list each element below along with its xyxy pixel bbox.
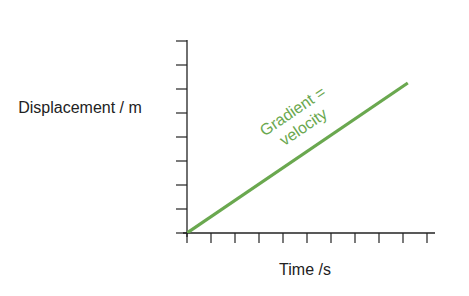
y-tick <box>176 160 187 161</box>
y-tick <box>176 208 187 209</box>
x-axis <box>183 232 435 233</box>
y-axis-label: Displacement / m <box>17 94 143 121</box>
x-tick <box>426 233 427 243</box>
y-tick <box>176 64 187 65</box>
annotation: Gradient = velocity <box>246 75 350 162</box>
x-tick <box>330 233 331 243</box>
x-tick <box>234 233 235 243</box>
chart: Displacement / m Time /s Gradient = veloci… <box>0 0 469 296</box>
x-axis-label: Time /s <box>245 256 365 283</box>
y-axis <box>186 40 187 237</box>
x-tick <box>210 233 211 243</box>
y-tick <box>176 112 187 113</box>
y-tick <box>176 88 187 89</box>
plot-svg <box>0 0 469 296</box>
x-tick <box>402 233 403 243</box>
y-tick <box>176 184 187 185</box>
x-tick <box>258 233 259 243</box>
x-tick <box>282 233 283 243</box>
x-tick <box>186 233 187 243</box>
y-tick <box>176 40 187 41</box>
x-tick <box>306 233 307 243</box>
x-tick <box>378 233 379 243</box>
y-tick <box>176 232 187 233</box>
x-tick <box>354 233 355 243</box>
y-tick <box>176 136 187 137</box>
